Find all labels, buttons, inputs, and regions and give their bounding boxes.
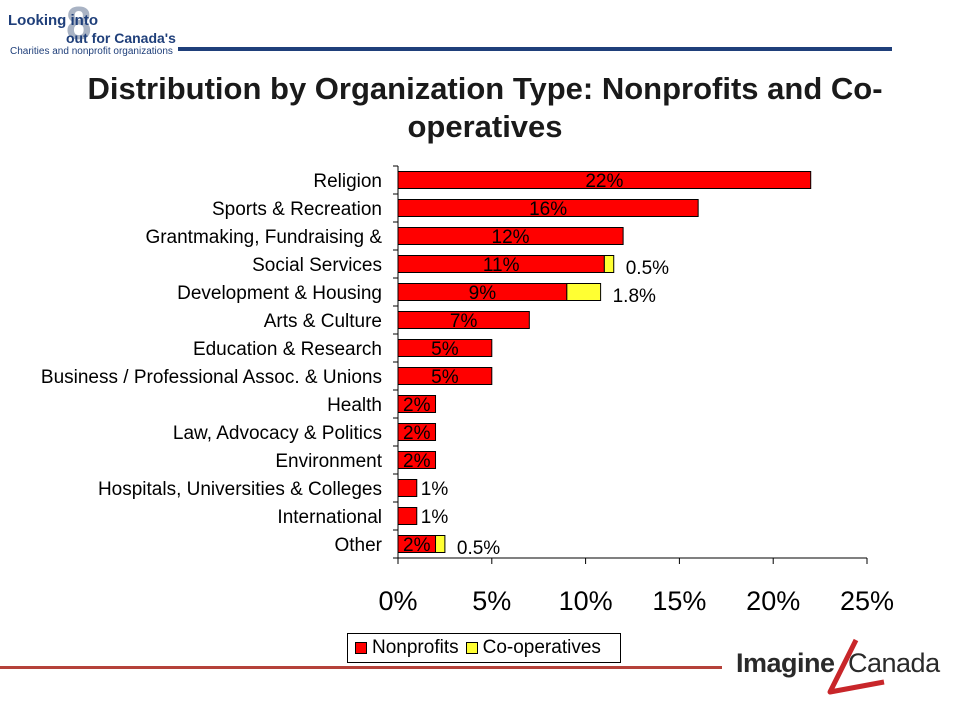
x-tick-label: 15% <box>652 586 706 616</box>
data-label-cooperatives: 0.5% <box>457 538 500 559</box>
category-label: Religion <box>313 171 382 192</box>
x-tick-label: 5% <box>472 586 511 616</box>
x-tick-label: 25% <box>840 586 894 616</box>
category-label: Business / Professional Assoc. & Unions <box>41 367 382 388</box>
bar-nonprofits <box>397 199 699 217</box>
data-label-nonprofits: 2% <box>403 451 431 472</box>
bar-cooperatives <box>603 255 615 273</box>
category-label: Arts & Culture <box>264 311 382 332</box>
x-tick-label: 0% <box>378 586 417 616</box>
legend-item-nonprofits: Nonprofits <box>355 637 459 659</box>
imagine-canada-logo: Imagine Canada <box>734 632 944 702</box>
data-label-nonprofits: 5% <box>431 339 459 360</box>
category-label: Development & Housing <box>177 283 382 304</box>
bar-nonprofits <box>397 395 437 413</box>
bar-cooperatives <box>566 283 602 301</box>
x-tick-label: 10% <box>559 586 613 616</box>
data-label-cooperatives: 1.8% <box>613 286 656 307</box>
data-label-nonprofits: 2% <box>403 423 431 444</box>
category-label: International <box>277 507 382 528</box>
logo-line-1: Looking into <box>8 12 98 29</box>
data-label-cooperatives: 0.5% <box>626 258 669 279</box>
logo-line-3: Charities and nonprofit organizations <box>10 46 173 57</box>
logo-line-2: out for Canada's <box>66 30 176 46</box>
data-label-nonprofits: 12% <box>492 227 530 248</box>
data-label-nonprofits: 1% <box>421 507 449 528</box>
data-label-nonprofits: 2% <box>403 395 431 416</box>
logo-word-imagine: Imagine <box>736 648 835 678</box>
category-label: Other <box>334 535 382 556</box>
category-label: Education & Research <box>193 339 382 360</box>
top-rule <box>178 47 892 51</box>
bar-nonprofits <box>397 423 437 441</box>
slide-title: Distribution by Organization Type: Nonpr… <box>87 71 883 144</box>
bar-cooperatives <box>435 535 446 553</box>
bottom-rule <box>0 666 722 669</box>
category-label: Grantmaking, Fundraising & <box>145 227 382 248</box>
category-label: Sports & Recreation <box>212 199 382 220</box>
data-label-nonprofits: 7% <box>450 311 478 332</box>
bar-nonprofits <box>397 227 624 245</box>
data-label-nonprofits: 9% <box>469 283 497 304</box>
looking-into-logo: 8 Looking into out for Canada's Charitie… <box>4 0 184 58</box>
data-label-nonprofits: 11% <box>483 255 520 276</box>
legend-swatch-cooperatives <box>465 642 478 654</box>
category-label: Health <box>327 395 382 416</box>
bar-nonprofits <box>397 367 493 385</box>
logo-triangle-icon <box>827 638 885 695</box>
data-label-nonprofits: 16% <box>529 199 567 220</box>
bar-nonprofits <box>397 479 418 497</box>
data-label-nonprofits: 2% <box>403 535 431 556</box>
data-label-nonprofits: 22% <box>585 171 623 192</box>
category-label: Law, Advocacy & Politics <box>173 423 382 444</box>
legend-label-nonprofits: Nonprofits <box>372 637 459 658</box>
bar-nonprofits <box>397 171 812 189</box>
category-label: Social Services <box>252 255 382 276</box>
category-label: Environment <box>275 451 382 472</box>
x-tick-label: 20% <box>746 586 800 616</box>
data-label-nonprofits: 5% <box>431 367 459 388</box>
bar-nonprofits <box>397 451 437 469</box>
bar-nonprofits <box>397 311 530 329</box>
data-label-nonprofits: 1% <box>421 479 449 500</box>
legend-label-cooperatives: Co-operatives <box>482 637 601 658</box>
bar-nonprofits <box>397 339 493 357</box>
category-label: Hospitals, Universities & Colleges <box>98 479 382 500</box>
legend-item-cooperatives: Co-operatives <box>465 637 601 659</box>
chart-legend: Nonprofits Co-operatives <box>347 633 621 663</box>
legend-swatch-nonprofits <box>355 642 367 654</box>
logo-word-canada: Canada <box>848 648 940 678</box>
bar-nonprofits <box>397 507 418 525</box>
